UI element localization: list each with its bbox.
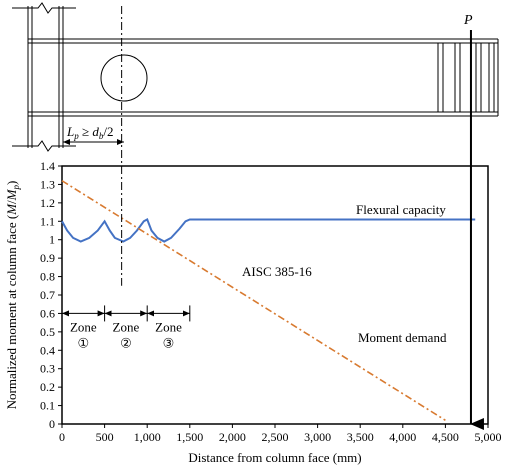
y-tick-label: 0 xyxy=(49,417,55,431)
y-axis-label: Normalized moment at column face (M/Mp) xyxy=(4,181,21,410)
x-tick-label: 1,000 xyxy=(134,430,161,444)
zone-label: Zone xyxy=(155,319,182,334)
series-line-moment-demand xyxy=(61,180,446,421)
x-tick-label: 2,000 xyxy=(219,430,246,444)
zone-number: ③ xyxy=(163,335,175,350)
y-tick-label: 1.2 xyxy=(40,196,55,210)
y-tick-label: 0.4 xyxy=(40,343,55,357)
chart-guides xyxy=(121,6,484,430)
beam-schematic: Lp ≥ db/2 xyxy=(12,2,499,152)
column-break-top xyxy=(12,2,76,14)
y-tick-label: 0.2 xyxy=(40,380,55,394)
plastic-hinge-circle xyxy=(100,54,148,102)
chart-series xyxy=(61,180,476,421)
zone-number: ② xyxy=(120,335,132,350)
y-tick-label: 0.9 xyxy=(40,251,55,265)
x-axis-ticks: 0 500 1,000 1,500 2,000 2,500 3,000 3,500 4,000 4… xyxy=(59,424,502,444)
y-tick-label: 1.1 xyxy=(40,214,55,228)
y-tick-label: 1.4 xyxy=(40,159,55,173)
y-tick-label: 0.3 xyxy=(40,362,55,376)
x-tick-label: 4,500 xyxy=(432,430,459,444)
y-tick-label: 0.5 xyxy=(40,325,55,339)
y-tick-label: 1 xyxy=(49,233,55,247)
x-tick-label: 4,000 xyxy=(389,430,416,444)
x-tick-label: 5,000 xyxy=(475,430,502,444)
zone-label: Zone xyxy=(113,319,140,334)
y-tick-label: 0.1 xyxy=(40,399,55,413)
series-line-flexural-capacity xyxy=(61,218,476,243)
x-tick-label: 3,500 xyxy=(347,430,374,444)
x-tick-label: 2,500 xyxy=(262,430,289,444)
x-tick-label: 500 xyxy=(96,430,114,444)
lp-label: Lp ≥ db/2 xyxy=(66,124,114,141)
x-tick-label: 0 xyxy=(59,430,65,444)
y-tick-label: 0.6 xyxy=(40,306,55,320)
zone-number: ① xyxy=(77,335,89,350)
y-axis-ticks: 0 0.1 0.2 0.3 0.4 0.5 0.6 0.7 0.8 0.9 1 1.1 1.2 1.3 1.… xyxy=(40,159,62,431)
load-stiffeners xyxy=(437,42,495,113)
y-tick-label: 0.7 xyxy=(40,288,55,302)
x-tick-label: 3,000 xyxy=(304,430,331,444)
x-axis-label: Distance from column face (mm) xyxy=(188,450,361,465)
y-tick-label: 0.8 xyxy=(40,270,55,284)
y-tick-label: 1.3 xyxy=(40,177,55,191)
x-tick-label: 1,500 xyxy=(176,430,203,444)
annotation-aisc: AISC 385-16 xyxy=(242,264,312,279)
column-break-bottom xyxy=(12,140,76,152)
annotation-flexural-capacity: Flexural capacity xyxy=(356,202,446,217)
load-label: P xyxy=(463,13,473,28)
annotation-moment-demand: Moment demand xyxy=(358,330,447,345)
zone-label: Zone xyxy=(70,319,97,334)
